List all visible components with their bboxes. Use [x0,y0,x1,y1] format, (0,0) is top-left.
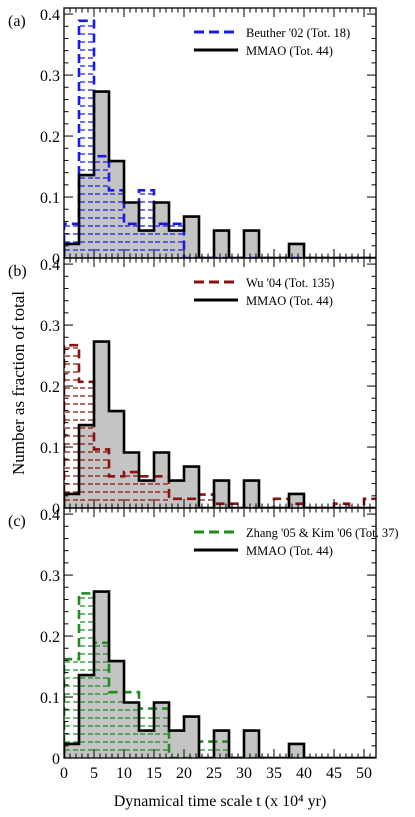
mmao-bar [214,730,229,758]
legend-comparison-label: Beuther '02 (Tot. 18) [246,26,350,40]
y-tick-label: 0.1 [40,690,60,707]
mmao-bar [244,730,259,758]
y-axis-label: Number as fraction of total [9,291,28,475]
mmao-outline [64,590,376,758]
mmao-bar [124,702,139,758]
mmao-bar [79,425,94,508]
mmao-bar [169,730,184,758]
y-tick-label: 0.1 [40,190,60,207]
x-tick-label: 50 [356,765,372,782]
x-tick-label: 30 [236,765,252,782]
x-tick-label: 25 [206,765,222,782]
mmao-bar [244,230,259,258]
comparison-bar [80,597,93,751]
panel-label: (c) [8,513,26,530]
mmao-bar [64,243,79,258]
mmao-bar [244,480,259,508]
mmao-bar [79,675,94,758]
x-tick-label: 10 [116,765,132,782]
y-tick-label: 0 [52,751,60,768]
panel-label: (a) [8,13,26,30]
x-tick-label: 5 [90,765,98,782]
x-tick-label: 45 [326,765,342,782]
x-axis-label: Dynamical time scale t (x 10⁴ yr) [114,793,327,810]
mmao-bar [184,216,199,258]
mmao-bar [214,230,229,258]
y-tick-label: 0.4 [40,507,60,524]
y-tick-label: 0 [52,501,60,518]
legend-comparison-label: Wu '04 (Tot. 135) [246,276,334,290]
comparison-bar [110,193,123,251]
mmao-bar [154,452,169,508]
mmao-bar [64,493,79,508]
mmao-bar [139,730,154,758]
y-tick-label: 0.4 [40,257,60,274]
comparison-bar [80,25,93,251]
comparison-bar [125,225,138,251]
mmao-bar [154,202,169,258]
mmao-bar [109,411,124,508]
x-tick-label: 35 [266,765,282,782]
mmao-outline [64,90,376,258]
panel-b: 0 0.1 0.2 0.3 0.4 (b) Wu '04 (Tot. 135) MMAO (T… [8,257,377,518]
comparison-bar [125,475,138,501]
legend-mmao-label: MMAO (Tot. 44) [246,294,333,308]
comparison-bar [95,451,108,501]
mmao-bar [184,466,199,508]
mmao-outline [64,340,376,508]
comparison-bar [95,161,108,251]
comparison-bar [140,717,153,751]
mmao-bar [64,743,79,758]
comparison-bar [155,483,168,501]
comparison-bar [155,717,168,751]
panel-label: (b) [8,263,27,280]
mmao-bar [94,591,109,758]
y-tick-label: 0.3 [40,568,60,585]
mmao-bar [124,452,139,508]
mmao-bar [289,243,304,258]
mmao-bar [139,480,154,508]
mmao-bar [79,175,94,258]
comparison-bar [65,347,78,501]
comparison-bar [155,225,168,251]
y-tick-label: 0.1 [40,440,60,457]
x-tick-label: 0 [60,765,68,782]
comparison-bar [110,483,123,501]
legend-mmao-label: MMAO (Tot. 44) [246,544,333,558]
legend-comparison-label: Zhang '05 & Kim '06 (Tot. 37) [246,526,399,540]
comparison-bar [95,645,108,751]
panel-c: 0 0.1 0.2 0.3 0.4 (c) Zhang '05 & Kim '06 (Tot… [8,507,399,782]
mmao-bar [94,341,109,508]
panel-a: 0 0.1 0.2 0.3 0.4 (a) Beuther '02 (Tot. 18) MMA… [8,7,377,268]
legend-mmao-label: MMAO (Tot. 44) [246,44,333,58]
comparison-bar [140,483,153,501]
y-tick-label: 0.2 [40,379,60,396]
mmao-bar [169,230,184,258]
comparison-bar [140,193,153,251]
mmao-bar [169,480,184,508]
y-tick-label: 0.2 [40,629,60,646]
comparison-bar [80,387,93,501]
comparison-bar [110,701,123,751]
mmao-bar [124,202,139,258]
mmao-bar [154,702,169,758]
y-tick-label: 0.3 [40,318,60,335]
x-tick-label: 40 [296,765,312,782]
comparison-bar [170,225,183,251]
x-tick-label: 15 [146,765,162,782]
y-tick-label: 0.3 [40,68,60,85]
mmao-bar [289,743,304,758]
y-tick-label: 0.2 [40,129,60,146]
mmao-bar [139,230,154,258]
mmao-bar [214,480,229,508]
x-tick-label: 20 [176,765,192,782]
comparison-bar [65,661,78,751]
y-tick-label: 0.4 [40,7,60,24]
y-tick-label: 0 [52,251,60,268]
mmao-bar [289,493,304,508]
mmao-bar [184,716,199,758]
mmao-bar [94,91,109,258]
